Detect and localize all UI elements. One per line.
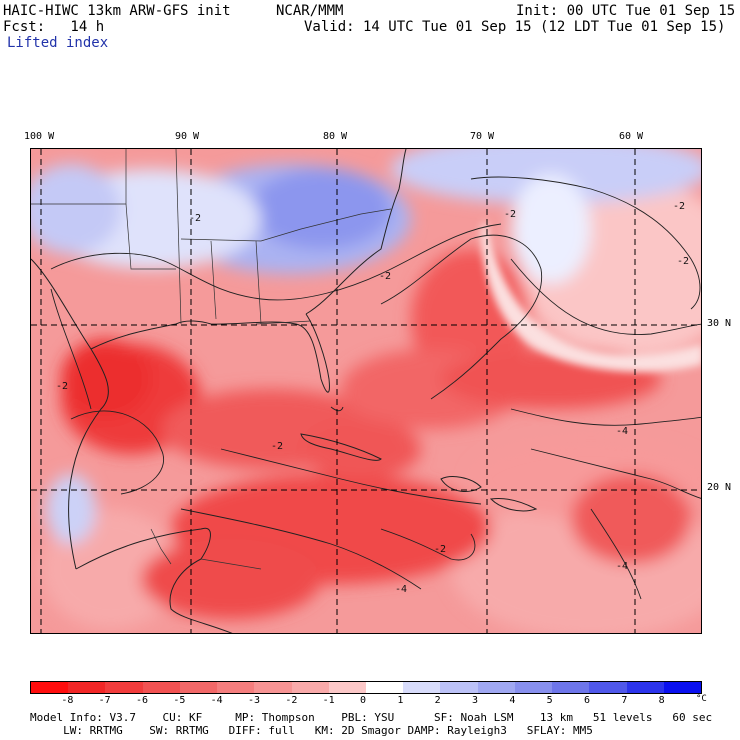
colorbar-swatch [291, 682, 329, 693]
contour-label: -4 [395, 584, 407, 595]
contour-label: -2 [677, 256, 689, 267]
lon-label-60w: 60 W [619, 131, 644, 142]
lon-label-70w: 70 W [470, 131, 495, 142]
colorbar-swatch [142, 682, 180, 693]
colorbar-swatch [179, 682, 218, 693]
colorbar-swatch [105, 682, 143, 693]
colorbar-swatch [217, 682, 255, 693]
coastlines [31, 149, 538, 633]
model-title: HAIC-HIWC 13km ARW-GFS init [3, 3, 231, 19]
colorbar-tick-label: -4 [210, 695, 223, 706]
colorbar-swatch [403, 682, 441, 693]
contour-label: -4 [616, 561, 628, 572]
model-info-line2: LW: RRTMG SW: RRTMG DIFF: full KM: 2D Sm… [30, 724, 593, 737]
field-shading [31, 149, 701, 633]
dry-slot [481, 219, 701, 372]
colorbar-tick-label: -6 [136, 695, 149, 706]
colorbar-tick-label: -2 [285, 695, 298, 706]
lat-label-30n: 30 N [707, 318, 732, 329]
lon-label-90w: 90 W [175, 131, 200, 142]
colorbar-swatch [589, 682, 627, 693]
field-name: Lifted index [7, 35, 109, 51]
contour-label: -2 [673, 201, 685, 212]
colorbar [30, 681, 702, 694]
colorbar-tick-label: -8 [61, 695, 74, 706]
colorbar-swatch [254, 682, 292, 693]
colorbar-tick-label: 3 [472, 695, 479, 706]
colorbar-tick-label: 0 [360, 695, 367, 706]
org-label: NCAR/MMM [276, 3, 344, 19]
contours [50, 176, 701, 600]
lon-label-100w: 100 W [24, 131, 55, 142]
colorbar-swatch [365, 682, 404, 693]
init-time: Init: 00 UTC Tue 01 Sep 15 [516, 3, 736, 19]
political-borders [31, 149, 392, 570]
colorbar-tick-label: -3 [248, 695, 261, 706]
contour-label: -2 [379, 271, 391, 282]
colorbar-swatch [440, 682, 478, 693]
colorbar-tick-label: -5 [173, 695, 186, 706]
contour-label: -2 [189, 213, 201, 224]
valid-time: Valid: 14 UTC Tue 01 Sep 15 (12 LDT Tue … [304, 19, 726, 35]
contour-label: -2 [504, 209, 516, 220]
colorbar-tick-label: 5 [546, 695, 553, 706]
map-canvas: -2 -2 -2 -2 -2 -2 -2 -4 -2 -4 -4 [31, 149, 701, 633]
colorbar-swatch [626, 682, 664, 693]
colorbar-swatch [68, 682, 106, 693]
lifted-index-map: -2 -2 -2 -2 -2 -2 -2 -4 -2 -4 -4 [30, 148, 702, 634]
colorbar-swatch [477, 682, 515, 693]
colorbar-swatch [663, 682, 701, 693]
contour-label: -2 [271, 441, 283, 452]
forecast-hour: Fcst: 14 h [3, 19, 105, 35]
colorbar-tick-label: -1 [322, 695, 335, 706]
lat-label-20n: 20 N [707, 482, 732, 493]
colorbar-swatch [552, 682, 590, 693]
colorbar-tick-label: 8 [658, 695, 665, 706]
colorbar-tick-label: 4 [509, 695, 516, 706]
colorbar-tick-label: 7 [621, 695, 628, 706]
lon-label-80w: 80 W [323, 131, 348, 142]
colorbar-unit: °C [696, 694, 707, 704]
graticule [31, 149, 701, 633]
colorbar-tick-label: 2 [434, 695, 441, 706]
colorbar-tick-label: 6 [584, 695, 591, 706]
contour-label: -4 [616, 426, 628, 437]
contour-labels: -2 -2 -2 -2 -2 -2 -2 -4 -2 -4 -4 [56, 201, 689, 595]
colorbar-swatch [514, 682, 553, 693]
colorbar-tick-label: -7 [98, 695, 111, 706]
contour-label: -2 [56, 381, 68, 392]
colorbar-tick-label: 1 [397, 695, 404, 706]
colorbar-swatch [31, 682, 69, 693]
model-info-line1: Model Info: V3.7 CU: KF MP: Thompson PBL… [30, 711, 713, 724]
contour-label: -2 [434, 544, 446, 555]
colorbar-swatch [328, 682, 366, 693]
